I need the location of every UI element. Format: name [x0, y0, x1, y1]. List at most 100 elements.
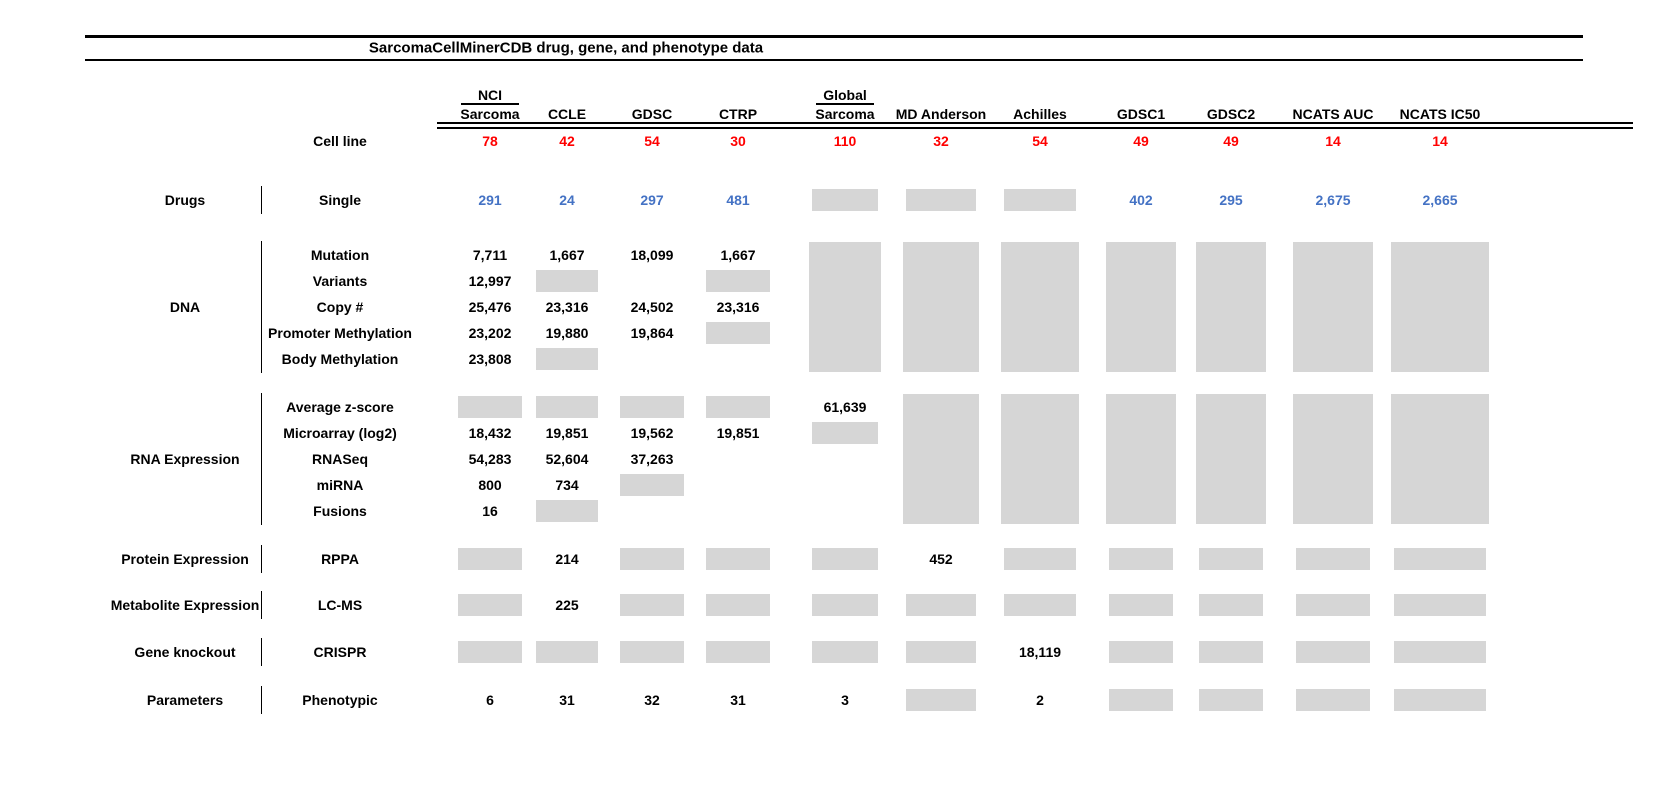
na-box [1199, 641, 1263, 663]
column-header: Sarcoma [460, 106, 520, 122]
data-value: 12,997 [468, 273, 512, 289]
group-divider-bar [261, 686, 262, 714]
row-label: miRNA [316, 477, 364, 493]
row-label: Phenotypic [302, 692, 378, 708]
na-box [1394, 641, 1486, 663]
data-value: 37,263 [630, 451, 674, 467]
na-box [1109, 594, 1173, 616]
data-value: 31 [730, 692, 746, 708]
data-value: 481 [726, 192, 750, 208]
data-value: 3 [841, 692, 849, 708]
na-box [706, 641, 770, 663]
na-box [620, 641, 684, 663]
cell-line-count: 78 [482, 133, 498, 149]
column-header-top: Global [823, 87, 867, 103]
na-box [706, 548, 770, 570]
na-block [809, 242, 881, 372]
na-box [1296, 594, 1370, 616]
na-box [620, 474, 684, 496]
cell-line-count: 14 [1432, 133, 1448, 149]
data-value: 24,502 [630, 299, 674, 315]
data-value: 2,675 [1315, 192, 1351, 208]
na-box [706, 322, 770, 344]
na-box [1394, 689, 1486, 711]
cell-line-count: 14 [1325, 133, 1341, 149]
row-label: Variants [312, 273, 368, 289]
na-box [706, 396, 770, 418]
group-divider-bar [261, 241, 262, 373]
cell-line-count: 110 [833, 133, 857, 149]
na-box [536, 500, 598, 522]
data-value: 19,880 [545, 325, 589, 341]
na-block [903, 242, 979, 372]
group-divider-bar [261, 638, 262, 666]
group-label: Protein Expression [121, 551, 249, 567]
na-box [1004, 594, 1076, 616]
na-box [620, 548, 684, 570]
na-block [1293, 242, 1373, 372]
na-block [1106, 242, 1176, 372]
row-label: RNASeq [311, 451, 369, 467]
data-value: 19,851 [545, 425, 589, 441]
na-box [1296, 548, 1370, 570]
column-header: Sarcoma [815, 106, 875, 122]
data-value: 2,665 [1422, 192, 1458, 208]
na-box [1109, 689, 1173, 711]
na-box [812, 594, 878, 616]
data-value: 7,711 [472, 247, 508, 263]
data-value: 23,316 [716, 299, 760, 315]
cell-line-count: 32 [933, 133, 949, 149]
row-label: Microarray (log2) [283, 425, 397, 441]
group-label: Metabolite Expression [110, 597, 260, 613]
header-double-rule [437, 122, 1633, 129]
data-value: 734 [555, 477, 579, 493]
na-box [1296, 689, 1370, 711]
group-label: RNA Expression [130, 451, 240, 467]
na-block [1391, 394, 1489, 524]
data-value: 225 [555, 597, 579, 613]
cell-line-count: 49 [1223, 133, 1239, 149]
column-header: GDSC [631, 106, 673, 122]
column-header: GDSC1 [1116, 106, 1166, 122]
na-box [1394, 594, 1486, 616]
figure-title: SarcomaCellMinerCDB drug, gene, and phen… [368, 39, 764, 57]
data-value: 295 [1219, 192, 1243, 208]
na-box [620, 594, 684, 616]
na-box [1109, 641, 1173, 663]
data-value: 402 [1129, 192, 1153, 208]
na-box [1199, 548, 1263, 570]
na-box [536, 270, 598, 292]
na-box [706, 594, 770, 616]
na-box [906, 689, 976, 711]
na-box [1004, 189, 1076, 211]
column-header-top: NCI [477, 87, 503, 103]
na-box [1004, 548, 1076, 570]
data-value: 54,283 [468, 451, 512, 467]
data-value: 18,099 [630, 247, 674, 263]
data-value: 23,808 [468, 351, 512, 367]
group-label: Parameters [146, 692, 224, 708]
data-value: 2 [1036, 692, 1044, 708]
row-label: Body Methylation [281, 351, 399, 367]
row-label: RPPA [321, 551, 359, 567]
row-label: Fusions [313, 503, 367, 519]
data-value: 19,562 [630, 425, 674, 441]
group-label: Drugs [164, 192, 206, 208]
na-box [1296, 641, 1370, 663]
na-box [706, 270, 770, 292]
na-box [1199, 689, 1263, 711]
na-box [812, 641, 878, 663]
row-label: Mutation [310, 247, 370, 263]
na-box [536, 641, 598, 663]
column-header: Achilles [1013, 106, 1067, 122]
na-box [906, 189, 976, 211]
column-header: NCATS IC50 [1399, 106, 1481, 122]
data-value: 25,476 [468, 299, 512, 315]
cell-line-label: Cell line [313, 133, 367, 149]
cell-line-count: 30 [730, 133, 746, 149]
data-value: 291 [478, 192, 502, 208]
group-divider-bar [261, 186, 262, 214]
column-header: NCATS AUC [1292, 106, 1374, 122]
cell-line-count: 54 [1032, 133, 1048, 149]
data-value: 1,667 [720, 247, 756, 263]
